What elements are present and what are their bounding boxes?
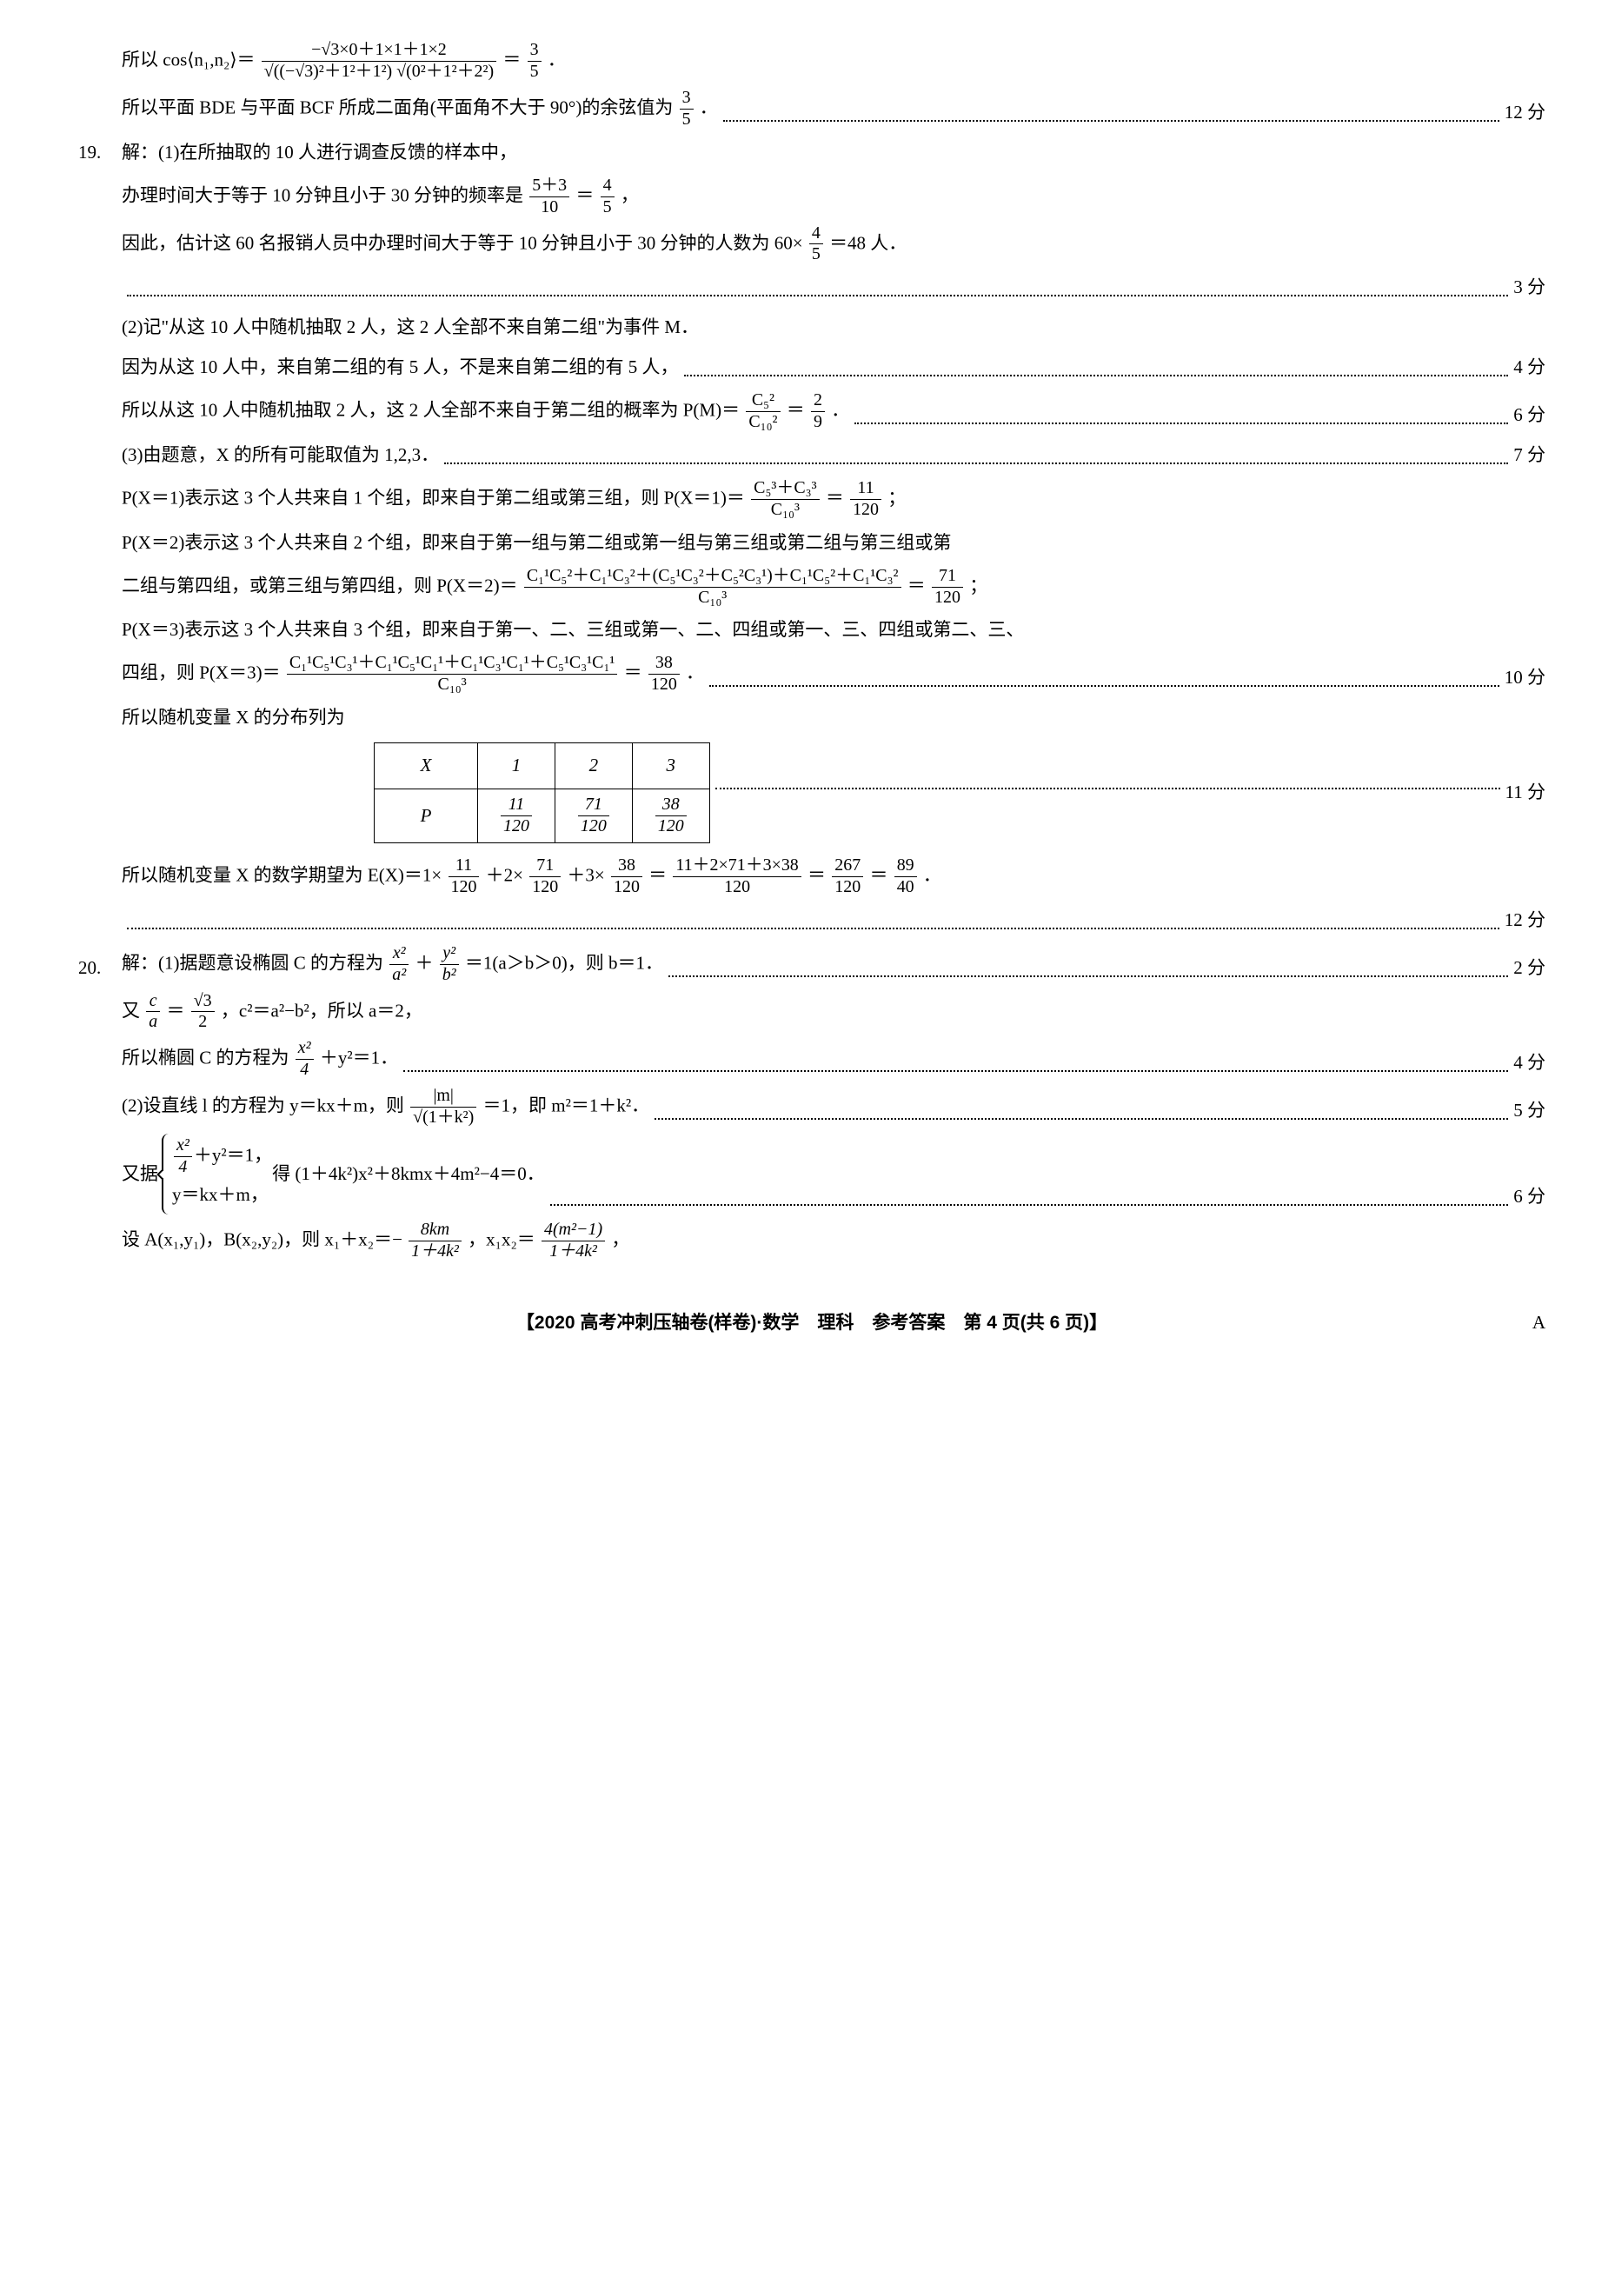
- cosine-line: 所以 cos⟨n₁,n₂⟩＝ −√3×0＋1×1＋1×2 √((−√3)²＋1²…: [78, 40, 1545, 83]
- score: 6 分: [1513, 398, 1545, 433]
- score: 2 分: [1513, 951, 1545, 986]
- score: 5 分: [1513, 1094, 1545, 1128]
- text: 所以随机变量 X 的分布列为: [78, 701, 1545, 735]
- table-row: P 11120 71120 38120: [375, 789, 710, 843]
- distribution-row: X 1 2 3 P 11120 71120 38120 11 分: [78, 735, 1545, 850]
- question-number: 20.: [78, 951, 122, 986]
- score: 11 分: [1505, 775, 1545, 810]
- score: 12 分: [1505, 903, 1545, 938]
- big-fraction: −√3×0＋1×1＋1×2 √((−√3)²＋1²＋1²) √(0²＋1²＋2²…: [262, 40, 496, 83]
- conclusion-line: 所以平面 BDE 与平面 BCF 所成二面角(平面角不大于 90°)的余弦值为 …: [78, 88, 1545, 130]
- text: P(X＝2)表示这 3 个人共来自 2 个组，即来自于第一组与第二组或第一组与第…: [78, 526, 1545, 561]
- text: 所以 cos⟨n₁,n₂⟩＝: [122, 49, 256, 70]
- score: 12 分: [1505, 96, 1545, 130]
- question-number: 19.: [78, 136, 122, 170]
- score: 4 分: [1513, 350, 1545, 385]
- distribution-table: X 1 2 3 P 11120 71120 38120: [374, 742, 710, 843]
- footer-text: 【2020 高考冲刺压轴卷(样卷)·数学 理科 参考答案 第 4 页(共 6 页…: [516, 1313, 1107, 1333]
- text: 解：(1)在所抽取的 10 人进行调查反馈的样本中，: [122, 136, 517, 170]
- score: 6 分: [1513, 1180, 1545, 1215]
- score: 7 分: [1513, 438, 1545, 473]
- footer-label: A: [1532, 1306, 1545, 1341]
- score: 10 分: [1505, 661, 1545, 695]
- leader-dots: [723, 120, 1499, 122]
- q20-start: 20. 解：(1)据题意设椭圆 C 的方程为 x²a² ＋ y²b² ＝1(a＞…: [78, 943, 1545, 986]
- score: 4 分: [1513, 1046, 1545, 1081]
- score: 3 分: [1513, 270, 1545, 305]
- page-footer: 【2020 高考冲刺压轴卷(样卷)·数学 理科 参考答案 第 4 页(共 6 页…: [78, 1306, 1545, 1341]
- q19-start: 19. 解：(1)在所抽取的 10 人进行调查反馈的样本中，: [78, 136, 1545, 170]
- brace-icon: x²4＋y²＝1， y＝kx＋m，: [162, 1134, 272, 1215]
- text: (2)记"从这 10 人中随机抽取 2 人，这 2 人全部不来自第二组"为事件 …: [78, 310, 1545, 345]
- table-row: X 1 2 3: [375, 743, 710, 789]
- text: P(X＝3)表示这 3 个人共来自 3 个组，即来自于第一、二、三组或第一、二、…: [78, 613, 1545, 648]
